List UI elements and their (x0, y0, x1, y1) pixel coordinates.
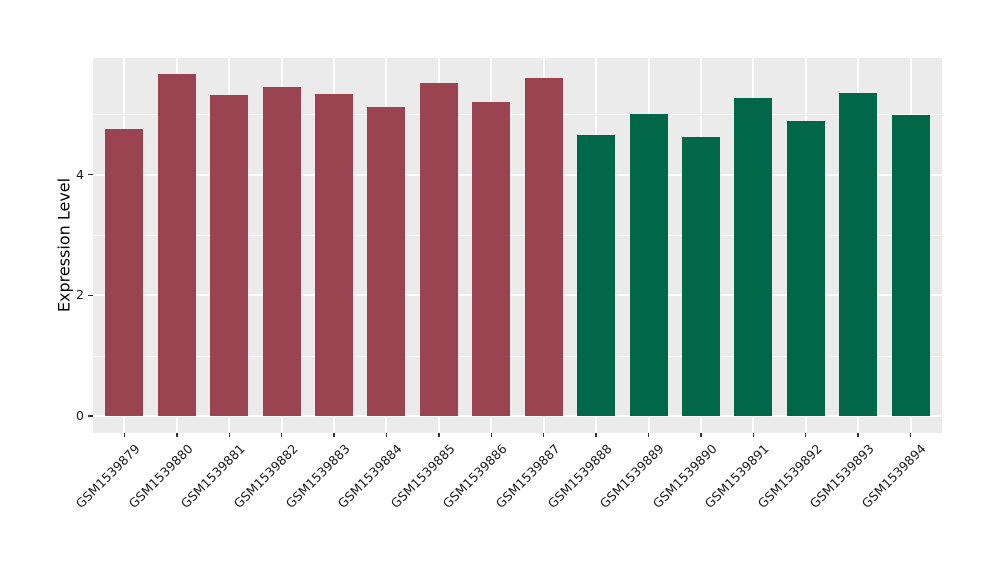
bar-GSM1539884 (367, 106, 406, 417)
bar-GSM1539882 (262, 86, 301, 417)
x-tick-mark-GSM1539892 (804, 433, 807, 437)
major-gridline-y-2 (93, 294, 942, 297)
bar-GSM1539894 (891, 115, 930, 417)
x-tick-mark-GSM1539879 (123, 433, 126, 437)
x-tick-mark-GSM1539884 (385, 433, 388, 437)
bar-GSM1539893 (839, 93, 878, 417)
bar-GSM1539890 (681, 137, 720, 417)
y-tick-mark-2 (88, 294, 93, 297)
bar-GSM1539879 (105, 128, 144, 417)
x-tick-mark-GSM1539893 (857, 433, 859, 437)
bar-GSM1539891 (734, 98, 773, 417)
major-gridline-y-0 (93, 415, 942, 418)
x-tick-mark-GSM1539886 (490, 433, 493, 437)
x-tick-mark-GSM1539889 (647, 433, 650, 437)
bar-GSM1539883 (315, 94, 354, 417)
y-tick-mark-0 (88, 415, 93, 417)
y-tick-label-4: 4 (76, 166, 84, 182)
bar-GSM1539886 (472, 102, 511, 417)
x-tick-mark-GSM1539882 (280, 433, 283, 437)
bar-GSM1539887 (524, 77, 563, 417)
bar-GSM1539881 (210, 95, 249, 417)
plot-panel (93, 58, 942, 433)
x-tick-mark-GSM1539891 (752, 433, 755, 437)
y-tick-label-2: 2 (76, 287, 84, 303)
bar-GSM1539885 (419, 82, 458, 417)
x-tick-mark-GSM1539881 (228, 433, 230, 437)
x-tick-mark-GSM1539880 (176, 433, 178, 437)
y-tick-mark-4 (88, 173, 93, 176)
minor-gridline-y-5 (93, 114, 942, 116)
x-tick-mark-GSM1539894 (909, 433, 912, 437)
bar-GSM1539880 (157, 74, 196, 417)
minor-gridline-y-3 (93, 234, 942, 236)
bar-GSM1539892 (786, 121, 825, 417)
x-tick-mark-GSM1539885 (438, 433, 440, 437)
minor-gridline-y-1 (93, 355, 942, 357)
x-tick-mark-GSM1539890 (700, 433, 702, 437)
major-gridline-y-4 (93, 173, 942, 176)
y-tick-label-0: 0 (76, 408, 84, 424)
x-tick-mark-GSM1539888 (595, 433, 597, 437)
bar-GSM1539888 (577, 134, 616, 417)
x-tick-mark-GSM1539883 (333, 433, 335, 437)
bar-GSM1539889 (629, 113, 668, 417)
x-tick-mark-GSM1539887 (542, 433, 545, 437)
